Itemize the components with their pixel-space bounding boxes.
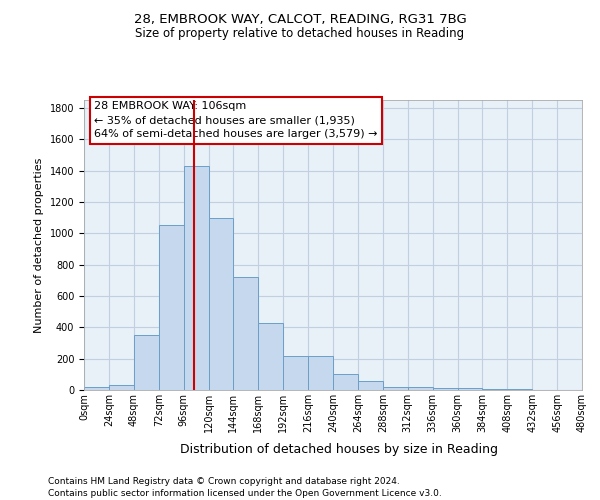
Bar xyxy=(209,218,233,390)
Bar xyxy=(233,277,259,390)
Text: Contains HM Land Registry data © Crown copyright and database right 2024.: Contains HM Land Registry data © Crown c… xyxy=(48,478,400,486)
Text: Contains public sector information licensed under the Open Government Licence v3: Contains public sector information licen… xyxy=(48,489,442,498)
Bar xyxy=(358,382,383,390)
Bar xyxy=(383,387,408,390)
Bar xyxy=(283,356,308,390)
Text: Size of property relative to detached houses in Reading: Size of property relative to detached ho… xyxy=(136,28,464,40)
Text: 28, EMBROOK WAY, CALCOT, READING, RG31 7BG: 28, EMBROOK WAY, CALCOT, READING, RG31 7… xyxy=(134,12,466,26)
Bar xyxy=(408,387,433,390)
Bar xyxy=(84,387,109,390)
Text: 28 EMBROOK WAY: 106sqm
← 35% of detached houses are smaller (1,935)
64% of semi-: 28 EMBROOK WAY: 106sqm ← 35% of detached… xyxy=(94,102,377,140)
Bar xyxy=(433,388,458,390)
Bar xyxy=(308,356,333,390)
Bar xyxy=(134,335,159,390)
Bar xyxy=(508,389,532,390)
Bar xyxy=(482,389,508,390)
Bar xyxy=(333,374,358,390)
Bar xyxy=(184,166,209,390)
Bar xyxy=(109,386,134,390)
Text: Distribution of detached houses by size in Reading: Distribution of detached houses by size … xyxy=(180,442,498,456)
Bar xyxy=(458,388,482,390)
Bar xyxy=(159,224,184,390)
Y-axis label: Number of detached properties: Number of detached properties xyxy=(34,158,44,332)
Bar xyxy=(259,322,283,390)
